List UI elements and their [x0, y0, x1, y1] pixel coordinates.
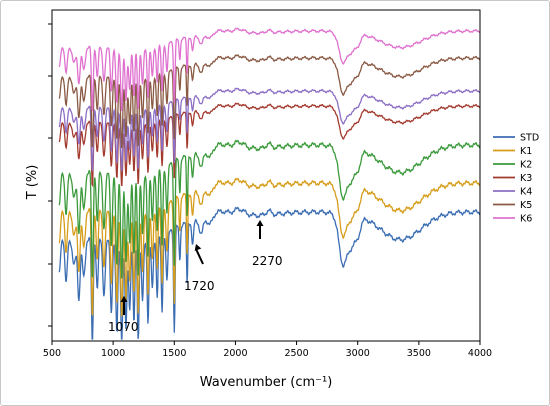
x-tick-label-1500: 1500 — [162, 348, 186, 359]
legend-label-std: STD — [520, 133, 539, 144]
annotations-layer: 1070 1720 2270 — [108, 220, 283, 334]
plot-area-border — [51, 9, 481, 342]
x-tick-label-1000: 1000 — [101, 348, 125, 359]
annotation-arrowhead-1070 — [120, 296, 128, 302]
series-layer — [58, 27, 481, 340]
x-tick-label-4000: 4000 — [468, 348, 492, 359]
annotation-arrowhead-2270 — [256, 220, 264, 226]
legend-label-k5: K5 — [520, 200, 532, 211]
series-line-k2 — [58, 139, 481, 279]
series-line-k4 — [58, 87, 480, 173]
x-tick-label-2000: 2000 — [223, 348, 247, 359]
annotation-label-1070: 1070 — [108, 320, 139, 334]
legend-label-k4: K4 — [520, 187, 532, 198]
y-axis-label: T (%) — [25, 165, 40, 201]
legend-label-k3: K3 — [520, 173, 532, 184]
x-tick-label-2500: 2500 — [284, 348, 308, 359]
x-tick-label-3500: 3500 — [407, 348, 431, 359]
series-line-k5 — [58, 54, 481, 149]
annotation-arrow-1720 — [195, 248, 204, 265]
legend: STD K1 K2 K3 K4 K5 K6 — [493, 133, 539, 225]
annotation-label-2270: 2270 — [252, 254, 283, 268]
annotation-arrowhead-1720 — [194, 244, 202, 251]
legend-label-k2: K2 — [520, 160, 532, 171]
legend-label-k1: K1 — [520, 146, 532, 157]
legend-label-k6: K6 — [520, 214, 532, 225]
ticks-layer: 500 1000 1500 2000 2500 3000 3500 4000 — [43, 23, 492, 359]
series-line-k1 — [58, 177, 481, 317]
x-tick-label-3000: 3000 — [346, 348, 370, 359]
series-line-std — [58, 206, 481, 340]
series-line-k3 — [58, 102, 480, 188]
annotation-label-1720: 1720 — [184, 279, 215, 293]
series-line-k6 — [58, 27, 480, 113]
x-axis-label: Wavenumber (cm⁻¹) — [200, 375, 333, 390]
x-tick-label-500: 500 — [43, 348, 61, 359]
